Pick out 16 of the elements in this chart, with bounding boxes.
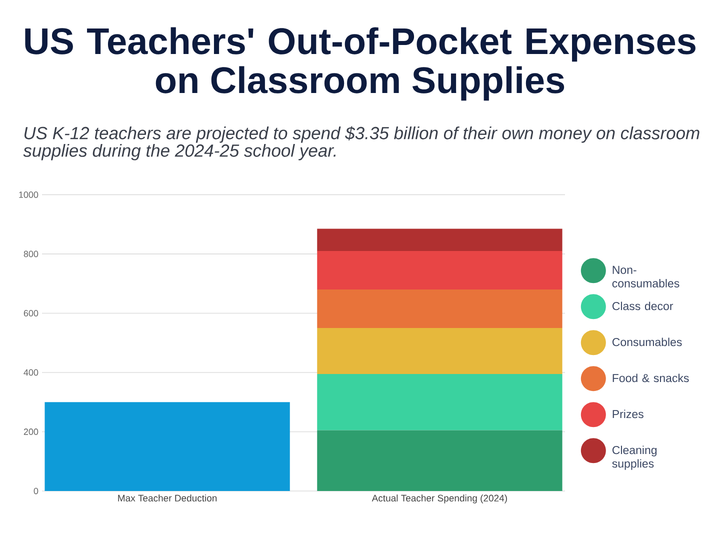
y-tick-label: 600	[24, 310, 38, 316]
x-tick-label: Actual Teacher Spending (2024)	[372, 494, 507, 504]
y-tick-label: 800	[24, 250, 38, 258]
y-tick-label: 400	[24, 369, 38, 376]
chart-title: US Teachers' Out-of-Pocket Expenses on Classroom Supplies	[25, 27, 696, 101]
chart-subtitle: US K-12 teachers are projected to spend $3.35 billion of their own money on classroom supplies during the 2024-25 school year.	[23, 126, 700, 160]
legend-label: Prizes	[612, 410, 644, 418]
x-tick-label: Max Teacher Deduction	[118, 494, 217, 502]
legend-label: Non-consumables	[612, 266, 680, 288]
legend-label: Cleaning supplies	[612, 446, 657, 470]
legend-label: Class decor	[612, 302, 674, 310]
y-tick-label: 1000	[19, 192, 38, 198]
legend-label: Food & snacks	[612, 374, 689, 382]
y-tick-label: 0	[34, 488, 38, 494]
legend-label: Consumables	[612, 338, 682, 346]
y-tick-label: 200	[24, 428, 38, 435]
